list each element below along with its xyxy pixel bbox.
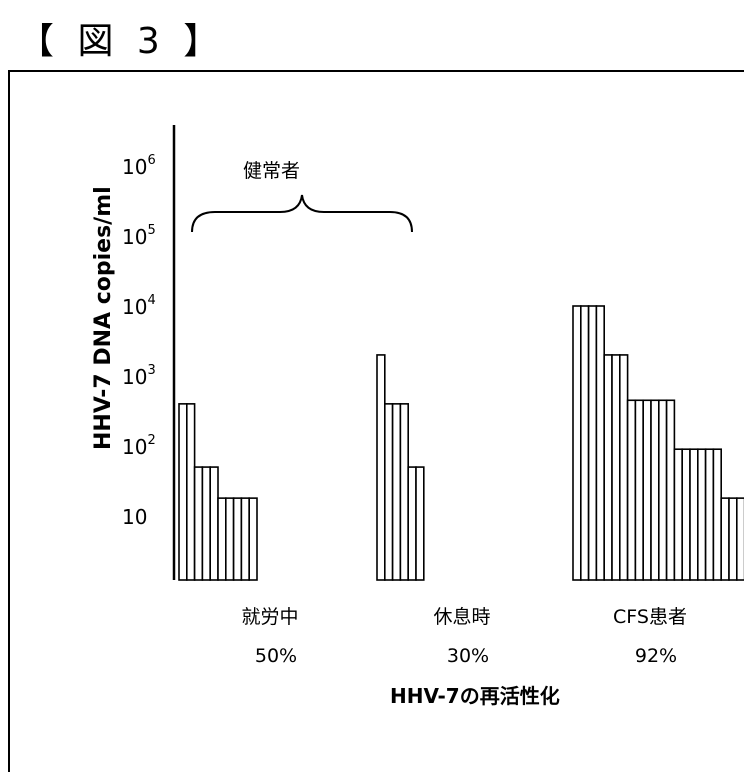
bar xyxy=(179,404,187,580)
group-label: 休息時 xyxy=(433,606,490,628)
group-0: 就労中 50% xyxy=(179,404,299,667)
y-tick-label: 103 xyxy=(122,363,156,389)
y-tick-exponent: 5 xyxy=(147,223,155,238)
bar xyxy=(737,498,744,580)
bar xyxy=(393,404,401,580)
bar xyxy=(651,400,659,580)
bar xyxy=(249,498,257,580)
group-rate: 92% xyxy=(635,645,677,667)
bar xyxy=(573,306,581,580)
bar xyxy=(698,449,706,580)
group-label: 就労中 xyxy=(241,606,298,628)
bar xyxy=(400,404,408,580)
y-tick-exponent: 4 xyxy=(147,293,155,308)
bar xyxy=(690,449,698,580)
bar xyxy=(385,404,393,580)
bracket-label: 健常者 xyxy=(243,160,300,182)
bar xyxy=(635,400,643,580)
y-tick-label: 10 xyxy=(122,505,147,529)
y-tick-label: 102 xyxy=(122,433,156,459)
bar xyxy=(620,355,628,580)
bar xyxy=(721,498,729,580)
bar xyxy=(667,400,675,580)
y-tick-exponent: 2 xyxy=(147,433,155,448)
group-rate: 50% xyxy=(255,645,297,667)
bar xyxy=(234,498,242,580)
y-tick-exponent: 6 xyxy=(147,153,155,168)
bar xyxy=(596,306,604,580)
bar xyxy=(706,449,714,580)
bar xyxy=(581,306,589,580)
chart: 10 102 103 104 105 106 就労中 50% 休息時 30% CFS患者 92% H… xyxy=(0,0,744,719)
bar xyxy=(674,449,682,580)
bar xyxy=(713,449,721,580)
group-rate: 30% xyxy=(447,645,489,667)
group-1: 休息時 30% xyxy=(377,355,491,667)
y-tick-label: 106 xyxy=(122,153,156,179)
y-tick-exponent: 3 xyxy=(147,363,155,378)
x-axis-label: HHV-7の再活性化 xyxy=(390,684,560,708)
bar xyxy=(218,498,226,580)
bar xyxy=(408,467,416,580)
y-axis-label: HHV-7 DNA copies/ml xyxy=(91,186,116,450)
bar xyxy=(643,400,651,580)
group-2: CFS患者 92% xyxy=(573,306,744,667)
y-tick-label: 105 xyxy=(122,223,156,249)
bar xyxy=(202,467,210,580)
healthy-bracket xyxy=(192,195,412,232)
bar xyxy=(589,306,597,580)
y-tick-label: 104 xyxy=(122,293,156,319)
bar xyxy=(187,404,195,580)
bar xyxy=(628,400,636,580)
bar xyxy=(210,467,218,580)
bar xyxy=(226,498,234,580)
bar xyxy=(729,498,737,580)
group-label: CFS患者 xyxy=(613,606,687,628)
bar xyxy=(682,449,690,580)
bar xyxy=(241,498,249,580)
bar xyxy=(604,355,612,580)
bar xyxy=(612,355,620,580)
bar xyxy=(659,400,667,580)
bar xyxy=(195,467,203,580)
bar xyxy=(377,355,385,580)
bar xyxy=(416,467,424,580)
